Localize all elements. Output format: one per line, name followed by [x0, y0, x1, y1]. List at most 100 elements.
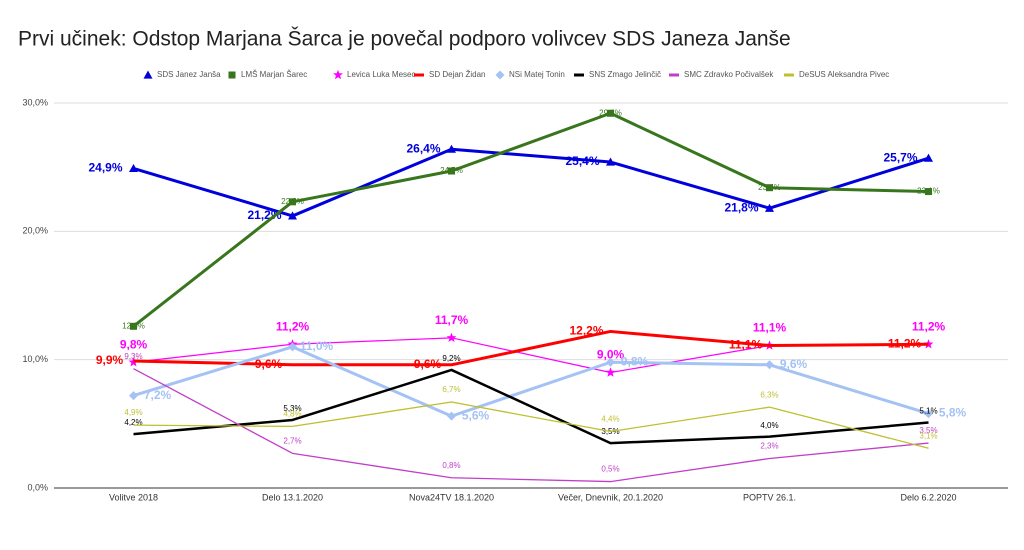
data-label: 11,1%: [753, 321, 787, 335]
data-label: 11,2%: [912, 319, 946, 333]
data-label: 4,8%: [283, 410, 301, 419]
x-tick-label: POPTV 26.1.: [743, 492, 796, 502]
data-label: 11,2%: [276, 319, 310, 333]
data-label: 9,8%: [120, 337, 148, 351]
data-label: 0,5%: [601, 465, 619, 474]
data-label: 6,3%: [760, 390, 778, 399]
data-label: 4,4%: [601, 415, 619, 424]
x-tick-label: Nova24TV 18.1.2020: [409, 492, 494, 502]
data-label: 22,3%: [281, 197, 304, 206]
point: [924, 153, 933, 162]
point: [446, 332, 457, 343]
point: [129, 163, 138, 173]
point: [606, 357, 615, 367]
legend-label: NSi Matej Tonin: [509, 70, 565, 79]
data-label: 9,8%: [621, 354, 649, 368]
line: [133, 329, 929, 367]
line: [133, 147, 929, 218]
x-tick-label: Delo 13.1.2020: [262, 492, 323, 502]
data-label: 5,6%: [462, 408, 490, 422]
legend-swatch: [495, 70, 505, 80]
data-label: 9,6%: [255, 357, 283, 371]
legend-swatch: [333, 69, 343, 80]
legend-label: SDS Janez Janša: [157, 70, 221, 79]
data-label: 11,0%: [300, 339, 334, 353]
point: [925, 188, 932, 196]
series: 9,8% 11,2% 11,7% 9,0% 11,1% 11,2%: [120, 313, 946, 377]
point: [765, 203, 774, 212]
data-label: 11,7%: [435, 313, 469, 327]
y-tick-label: 0,0%: [27, 482, 48, 492]
data-label: 26,4%: [406, 141, 440, 155]
data-label: 3,5%: [919, 426, 937, 435]
data-label: 4,9%: [124, 408, 142, 417]
data-label: 21,8%: [724, 200, 758, 214]
data-label: 9,0%: [597, 348, 625, 362]
line: [132, 111, 929, 328]
legend-label: SD Dejan Židan: [429, 70, 485, 79]
data-label: 5,8%: [939, 406, 967, 420]
point: [765, 360, 774, 370]
point: [288, 342, 297, 352]
legend-label: DeSUS Aleksandra Pivec: [799, 70, 889, 79]
x-tick-label: Volitve 2018: [109, 492, 158, 502]
data-label: 23,4%: [758, 183, 781, 192]
data-label: 4,0%: [760, 421, 778, 430]
series: 12,6% 22,3% 24,7% 29,2% 23,4% 23,1%: [122, 108, 940, 330]
data-label: 25,7%: [883, 150, 917, 164]
data-label: 23,1%: [917, 187, 940, 196]
data-label: 24,7%: [440, 166, 463, 175]
data-label: 12,2%: [569, 324, 603, 338]
data-label: 29,2%: [599, 108, 622, 117]
data-label: 11,1%: [729, 338, 763, 352]
point: [766, 184, 773, 192]
data-label: 2,3%: [760, 442, 778, 451]
point: [924, 409, 933, 419]
data-label: 9,3%: [124, 352, 142, 361]
series: 7,2% 11,0% 5,6% 9,8% 9,6% 5,8%: [129, 339, 967, 422]
data-label: 5,1%: [919, 407, 937, 416]
x-tick-label: Delo 6.2.2020: [900, 492, 956, 502]
line: [133, 345, 929, 418]
point: [130, 322, 137, 330]
data-label: 7,2%: [144, 388, 172, 402]
data-label: 24,9%: [88, 161, 122, 175]
data-label: 9,6%: [414, 357, 442, 371]
point: [447, 144, 456, 153]
data-label: 5,3%: [283, 404, 301, 413]
point: [288, 211, 297, 220]
data-label: 9,6%: [780, 357, 808, 371]
chart-title: Prvi učinek: Odstop Marjana Šarca je pov…: [18, 28, 791, 51]
series: 9,3% 2,7% 0,8% 0,5% 2,3% 3,5%: [124, 352, 938, 483]
point: [607, 109, 614, 117]
data-label: 0,8%: [442, 461, 460, 470]
line: [133, 368, 929, 483]
x-tick-label: Večer, Dnevnik, 20.1.2020: [558, 492, 663, 502]
line: [133, 401, 929, 449]
legend-label: SNS Zmago Jelinčič: [589, 70, 661, 79]
y-tick-label: 30,0%: [22, 97, 48, 107]
data-label: 11,2%: [888, 336, 922, 350]
line: [133, 368, 929, 445]
legend-label: Levica Luka Mesec: [347, 70, 415, 79]
legend-swatch: [143, 70, 153, 79]
point: [605, 367, 616, 377]
point: [447, 411, 456, 421]
y-tick-label: 20,0%: [22, 226, 48, 236]
y-tick-label: 10,0%: [22, 354, 48, 364]
point: [448, 167, 455, 175]
data-label: 6,7%: [442, 385, 460, 394]
series: 9,9% 9,6% 9,6% 12,2% 11,1% 11,2%: [96, 324, 929, 371]
data-label: 2,7%: [283, 436, 301, 445]
data-label: 3,1%: [919, 431, 937, 440]
point: [606, 157, 615, 166]
point: [289, 198, 296, 206]
data-label: 9,9%: [96, 353, 124, 367]
point: [129, 391, 138, 401]
legend-label: SMC Zdravko Počivalšek: [684, 70, 774, 79]
data-label: 25,4%: [565, 154, 599, 168]
data-label: 9,2%: [442, 354, 460, 363]
data-label: 4,2%: [124, 418, 142, 427]
